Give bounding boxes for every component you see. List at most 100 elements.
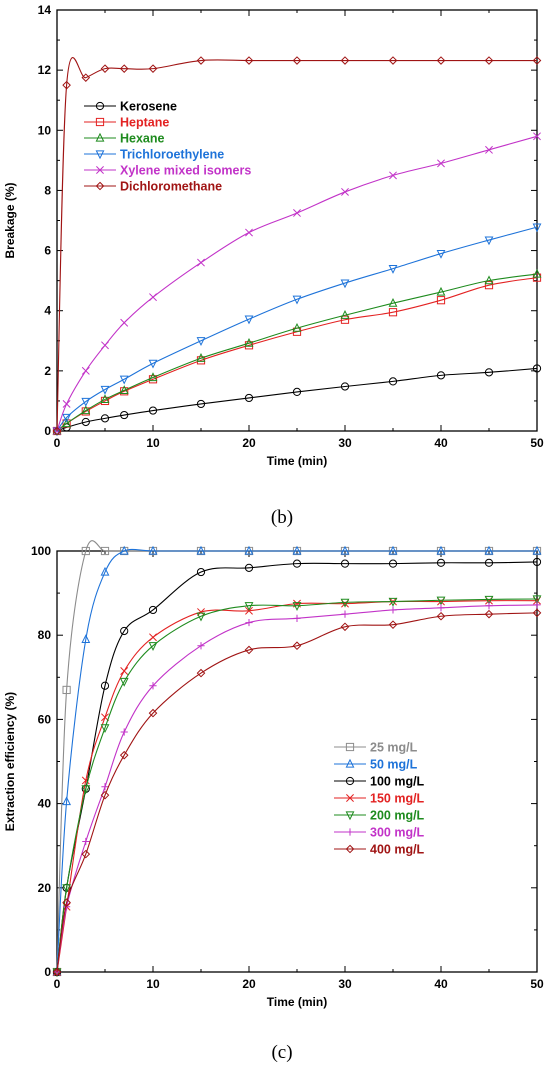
series-1 <box>52 273 542 436</box>
data-point <box>340 56 350 65</box>
y-tick-label: 14 <box>38 3 52 17</box>
data-point <box>81 397 91 407</box>
data-point <box>245 618 253 627</box>
data-point <box>485 145 493 154</box>
data-point <box>532 545 542 555</box>
data-point <box>292 641 302 651</box>
data-point <box>197 258 205 267</box>
data-point <box>196 567 206 577</box>
legend-marker <box>345 742 355 752</box>
data-point <box>436 545 446 555</box>
data-point <box>388 620 398 629</box>
data-point <box>244 563 254 572</box>
data-point <box>100 64 110 73</box>
data-point <box>119 545 129 555</box>
series-line <box>56 226 538 432</box>
data-point <box>532 557 542 567</box>
chart-panel-c: 0 10 20 30 40 50 0 20 40 60 80 100 Time (min) Extract… <box>3 540 544 1063</box>
legend-entry: 25 mg/L <box>370 741 418 755</box>
y-tick-label: 20 <box>38 881 52 895</box>
data-point <box>484 595 494 605</box>
data-point <box>149 633 157 642</box>
data-point <box>100 724 110 734</box>
data-point <box>532 56 542 65</box>
data-point <box>62 80 71 90</box>
legend-entry: 200 mg/L <box>370 809 425 823</box>
y-tick-label: 10 <box>38 123 52 137</box>
data-point <box>437 159 445 168</box>
data-point <box>52 967 62 977</box>
legend-entry: 100 mg/L <box>370 775 425 789</box>
data-point <box>100 681 110 690</box>
data-point <box>120 728 128 736</box>
x-tick-label: 30 <box>338 436 352 450</box>
x-tick-label: 20 <box>242 436 256 450</box>
data-point <box>196 399 206 409</box>
data-point <box>340 382 350 391</box>
data-point <box>81 405 91 415</box>
data-point <box>340 559 350 568</box>
data-point <box>81 849 91 859</box>
series-6 <box>52 608 542 977</box>
data-point <box>62 418 72 428</box>
data-point <box>81 366 90 375</box>
legend-marker <box>95 181 105 191</box>
data-point <box>196 56 206 65</box>
data-point <box>62 399 71 408</box>
legend: 25 mg/L 50 mg/L 100 mg/L 150 mg/L 200 mg/L 30… <box>334 741 425 857</box>
data-point <box>341 610 349 618</box>
data-point <box>62 685 71 695</box>
data-point <box>388 297 398 307</box>
data-point <box>244 602 254 611</box>
legend-entry: Kerosene <box>120 100 177 114</box>
series-line <box>56 548 537 973</box>
data-point <box>119 64 129 73</box>
data-point <box>148 372 158 382</box>
data-point <box>149 293 157 302</box>
data-point <box>120 387 129 396</box>
data-point <box>81 546 90 556</box>
data-point <box>341 187 349 196</box>
data-point <box>292 559 302 568</box>
legend-marker <box>346 828 354 836</box>
data-point <box>62 898 71 907</box>
data-point <box>196 668 206 678</box>
data-point <box>532 268 542 278</box>
y-tick-label: 0 <box>44 424 51 438</box>
y-tick-label: 0 <box>44 965 51 979</box>
legend-entry: 300 mg/L <box>370 826 425 840</box>
data-point <box>100 385 110 395</box>
data-point <box>197 642 205 650</box>
series-1 <box>52 545 542 976</box>
legend-marker <box>95 117 105 127</box>
data-point <box>62 796 72 806</box>
data-point <box>120 667 129 675</box>
series-line <box>56 600 538 973</box>
data-point <box>388 545 398 555</box>
legend: Kerosene Heptane Hexane Trichloroethylene Xy… <box>84 100 251 194</box>
data-point <box>532 364 542 373</box>
chart-panel-b: 0 10 20 30 40 50 0 2 4 6 8 10 12 14 Time (min) Breakage… <box>3 3 544 528</box>
data-point <box>119 385 129 395</box>
legend-entry: Heptane <box>120 116 169 130</box>
data-point <box>436 371 446 380</box>
data-point <box>292 56 302 65</box>
data-point <box>388 265 398 274</box>
data-point <box>388 308 398 317</box>
data-point <box>436 249 446 259</box>
data-point <box>340 315 350 324</box>
data-point <box>292 387 302 397</box>
data-point <box>244 645 254 655</box>
data-point <box>244 56 254 65</box>
data-point <box>82 837 90 846</box>
data-point <box>148 359 158 369</box>
data-point <box>436 611 446 621</box>
data-point <box>101 783 109 791</box>
data-point <box>100 546 110 556</box>
x-tick-label: 50 <box>530 977 544 991</box>
data-point <box>484 56 494 65</box>
series-line <box>56 57 537 432</box>
x-tick-label: 40 <box>434 977 448 991</box>
y-tick-label: 2 <box>44 364 51 378</box>
